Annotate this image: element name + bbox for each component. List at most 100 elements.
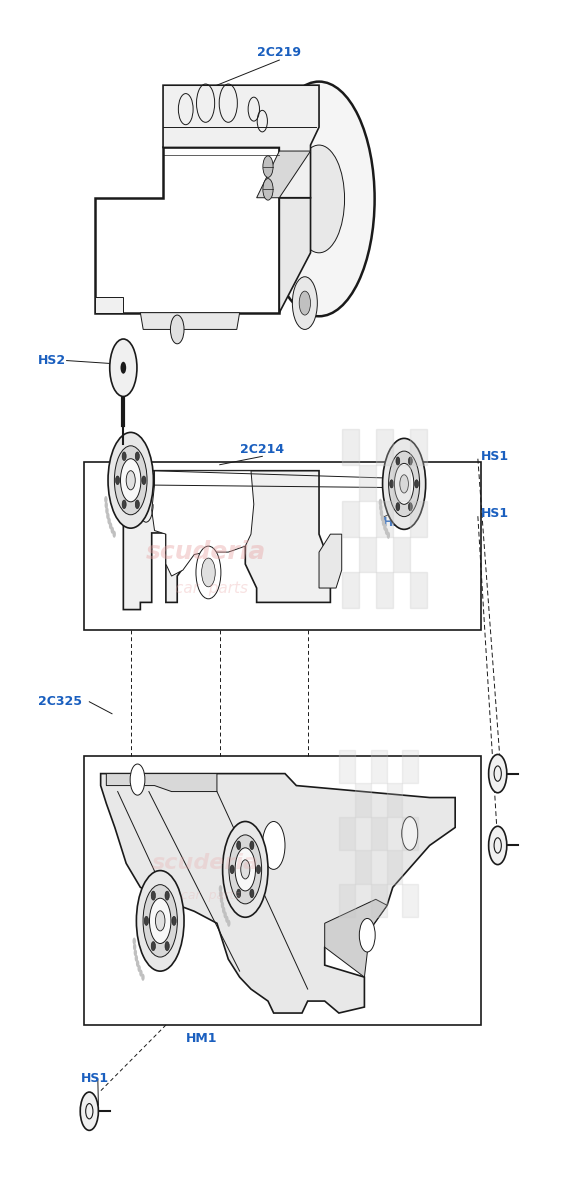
Circle shape: [415, 480, 418, 488]
Circle shape: [262, 822, 285, 869]
Circle shape: [133, 943, 136, 950]
Bar: [339, 883, 355, 917]
Circle shape: [263, 82, 374, 317]
Circle shape: [130, 764, 145, 796]
Text: scuderia: scuderia: [152, 853, 259, 874]
Circle shape: [143, 884, 177, 958]
Bar: [342, 500, 359, 536]
Circle shape: [256, 865, 260, 874]
Polygon shape: [163, 85, 319, 198]
Bar: [402, 883, 418, 917]
Circle shape: [106, 512, 109, 520]
Bar: [84, 462, 481, 630]
Circle shape: [133, 949, 137, 956]
Circle shape: [263, 179, 273, 200]
Bar: [84, 756, 481, 1025]
Text: car  parts: car parts: [175, 581, 248, 595]
Circle shape: [225, 916, 229, 923]
Circle shape: [250, 841, 254, 850]
Circle shape: [219, 886, 222, 893]
Circle shape: [126, 470, 135, 490]
Circle shape: [382, 438, 426, 529]
Polygon shape: [319, 534, 342, 588]
Polygon shape: [152, 470, 254, 576]
Text: 2C219: 2C219: [257, 47, 302, 59]
Polygon shape: [256, 151, 311, 198]
Text: 2C325: 2C325: [38, 695, 82, 708]
Circle shape: [165, 942, 169, 950]
Bar: [339, 817, 355, 851]
Circle shape: [115, 445, 147, 515]
Bar: [342, 572, 359, 608]
Text: 2C214: 2C214: [240, 443, 284, 456]
Circle shape: [359, 918, 375, 952]
Circle shape: [390, 480, 393, 488]
Circle shape: [141, 973, 145, 980]
Circle shape: [135, 500, 139, 509]
Circle shape: [111, 527, 114, 534]
Circle shape: [383, 523, 386, 530]
Circle shape: [170, 316, 184, 343]
Bar: [359, 536, 376, 572]
Circle shape: [219, 890, 222, 898]
Bar: [402, 750, 418, 784]
Bar: [370, 883, 386, 917]
Circle shape: [172, 917, 176, 925]
Circle shape: [135, 452, 139, 461]
Circle shape: [230, 865, 234, 874]
Circle shape: [120, 361, 126, 373]
Polygon shape: [95, 148, 279, 313]
Circle shape: [396, 503, 400, 511]
Circle shape: [151, 942, 156, 950]
Bar: [393, 536, 410, 572]
Bar: [355, 784, 371, 817]
Circle shape: [196, 546, 221, 599]
Text: HS1: HS1: [81, 1073, 109, 1085]
Text: HM1: HM1: [382, 516, 414, 529]
Circle shape: [156, 911, 165, 931]
Circle shape: [110, 340, 137, 396]
Circle shape: [488, 755, 507, 793]
Circle shape: [223, 822, 268, 917]
Circle shape: [299, 292, 311, 316]
Circle shape: [237, 889, 241, 898]
Circle shape: [149, 899, 171, 943]
Circle shape: [122, 452, 126, 461]
Circle shape: [378, 499, 382, 506]
Bar: [410, 572, 427, 608]
Circle shape: [120, 458, 141, 502]
Bar: [342, 428, 359, 464]
Circle shape: [380, 509, 383, 516]
Circle shape: [400, 475, 409, 493]
Bar: [359, 464, 376, 500]
Text: car  parts: car parts: [181, 889, 241, 902]
Circle shape: [151, 892, 156, 900]
Circle shape: [80, 1092, 99, 1130]
Circle shape: [116, 476, 120, 485]
Circle shape: [165, 892, 169, 900]
Circle shape: [241, 859, 250, 878]
Bar: [376, 572, 393, 608]
Circle shape: [136, 870, 184, 971]
Text: scuderia: scuderia: [145, 540, 266, 564]
Circle shape: [386, 532, 390, 539]
Circle shape: [227, 919, 230, 926]
Bar: [402, 817, 418, 851]
Circle shape: [382, 520, 385, 527]
Circle shape: [294, 145, 344, 253]
Bar: [410, 428, 427, 464]
Bar: [339, 750, 355, 784]
Text: HS2: HS2: [38, 354, 66, 367]
Polygon shape: [140, 313, 239, 330]
Circle shape: [202, 558, 215, 587]
Bar: [393, 464, 410, 500]
Circle shape: [409, 503, 412, 511]
Circle shape: [220, 896, 223, 904]
Circle shape: [409, 457, 412, 466]
Circle shape: [221, 901, 224, 908]
Circle shape: [139, 970, 142, 977]
Polygon shape: [123, 470, 331, 610]
Circle shape: [105, 508, 109, 515]
Polygon shape: [279, 198, 311, 313]
Bar: [370, 750, 386, 784]
